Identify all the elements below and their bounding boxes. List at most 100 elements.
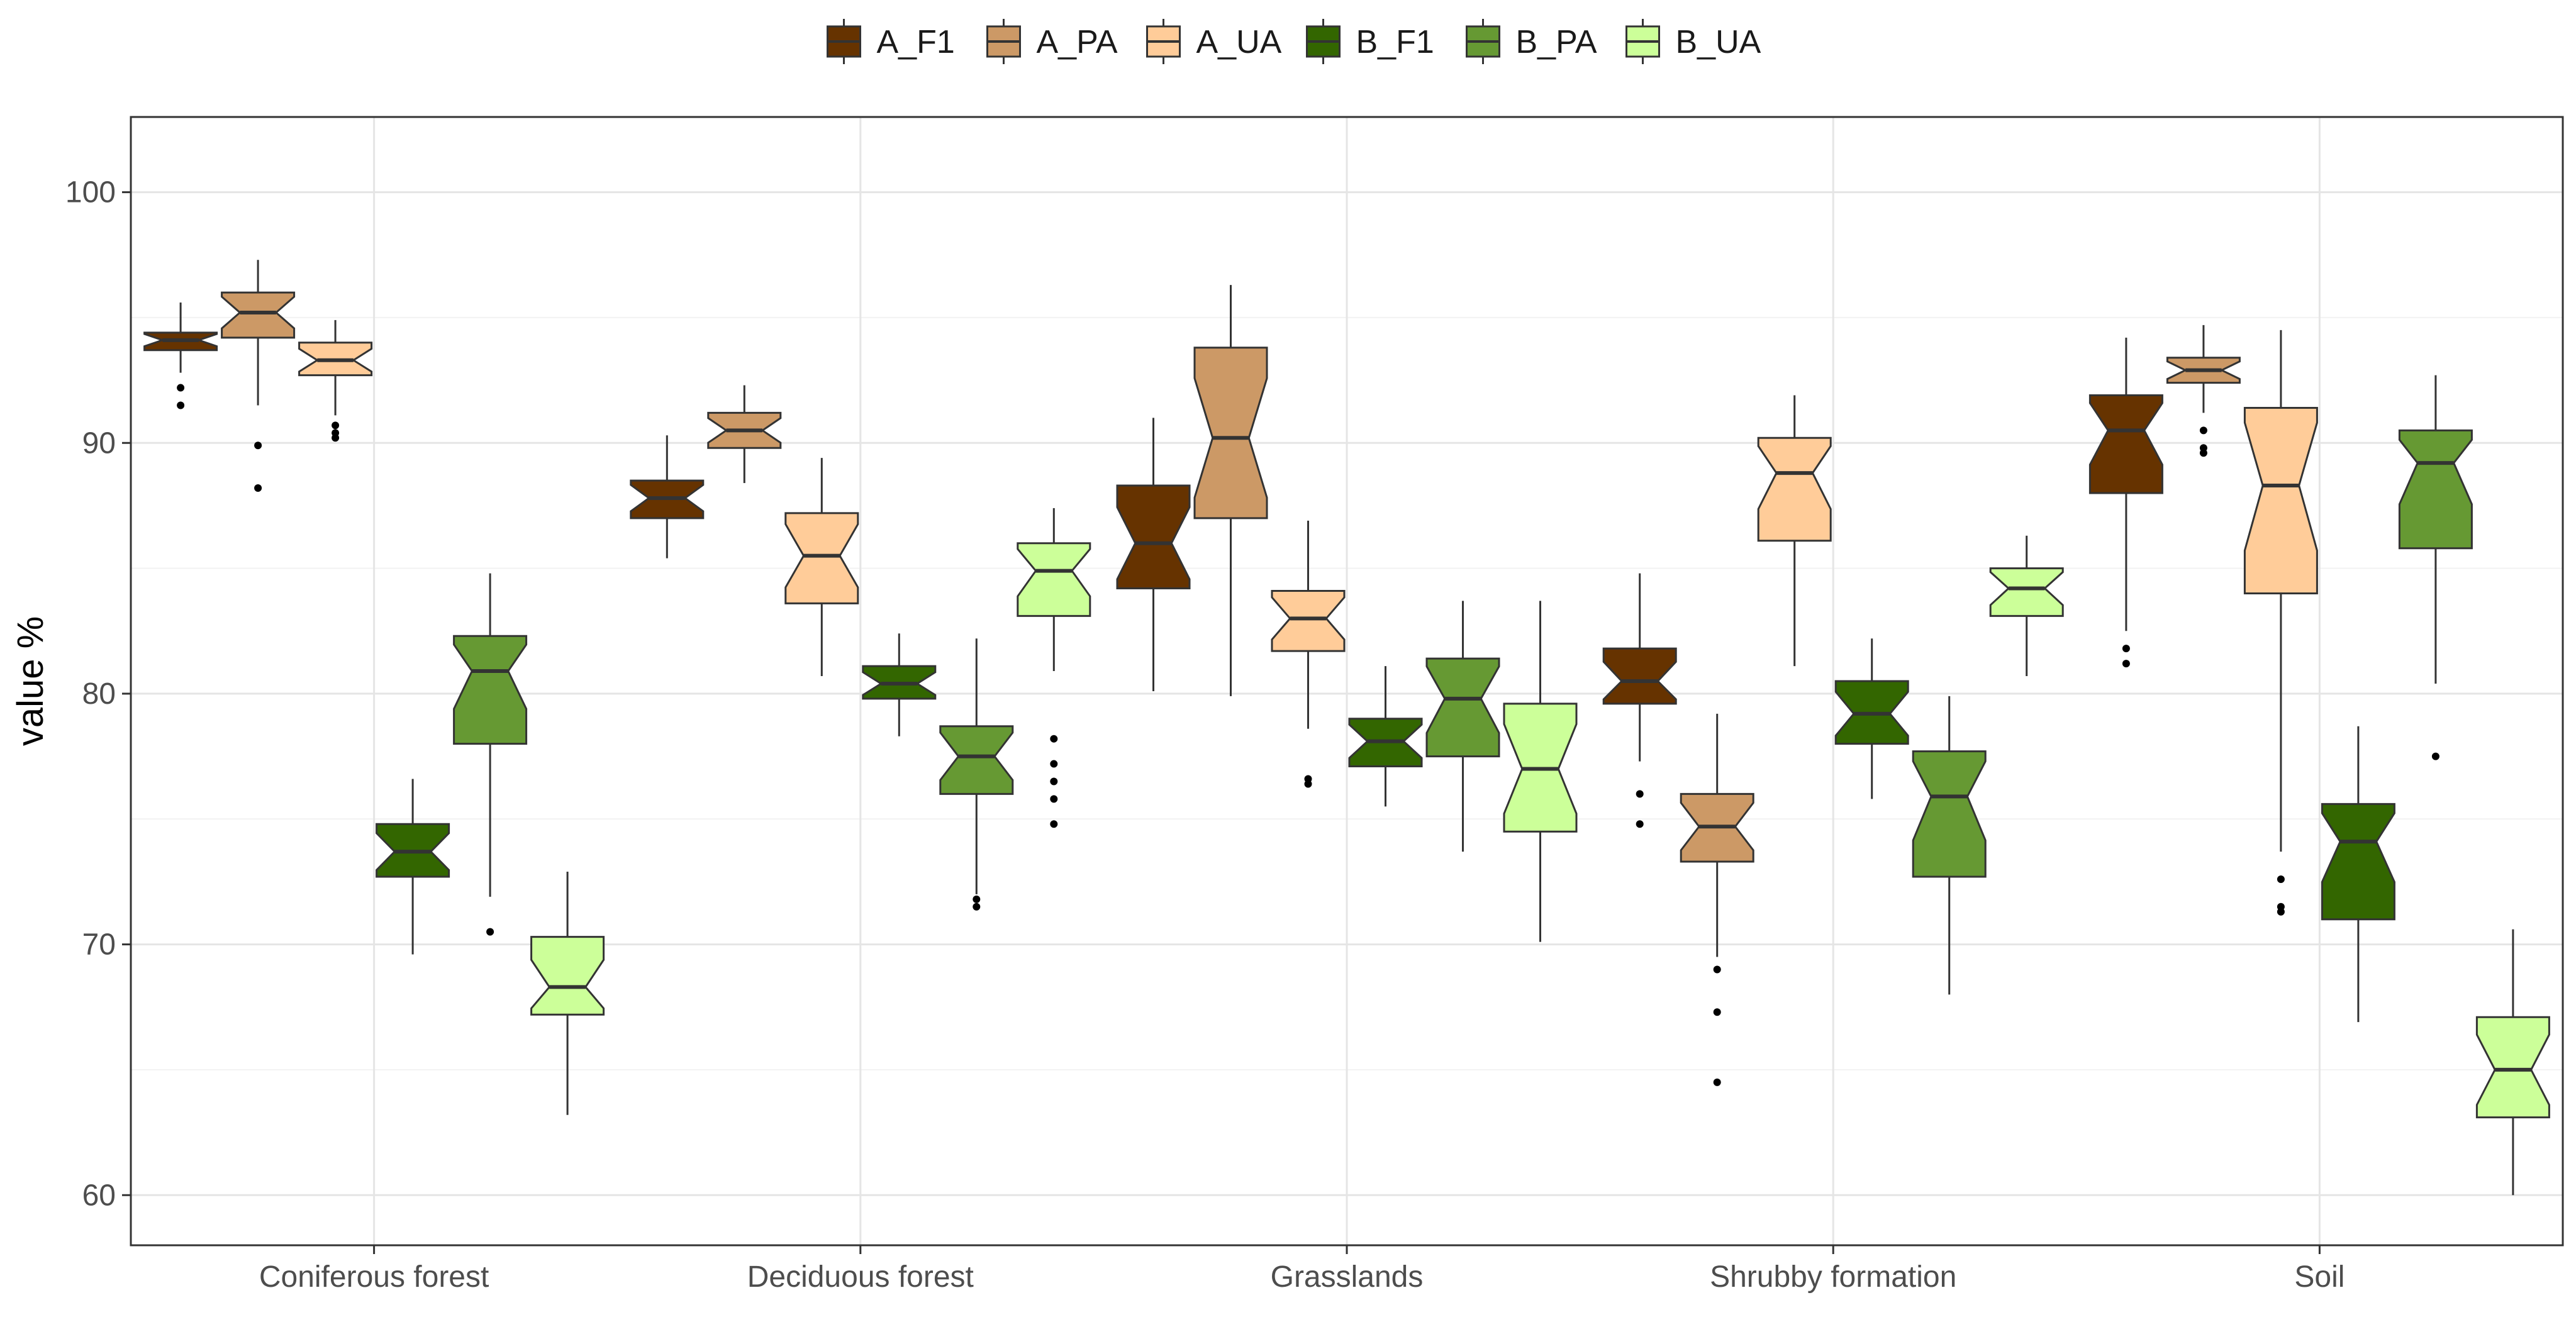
outlier-point [2122, 660, 2130, 668]
box-b-pa-deciduous-forest [939, 638, 1014, 911]
box-a-pa-deciduous-forest [707, 385, 782, 484]
legend: A_F1 A_PA A_UA B_F1 B_PA B_UA [827, 19, 1761, 64]
legend-label: A_PA [1037, 24, 1118, 60]
box-a-ua-coniferous-forest [298, 319, 373, 442]
x-tick-label-coniferous-forest: Coniferous forest [259, 1260, 489, 1294]
outlier-point [973, 895, 981, 903]
outlier-point [2431, 752, 2439, 760]
box-body [2243, 406, 2318, 594]
box-b-ua-coniferous-forest [530, 871, 605, 1115]
box-b-ua-shrubby-formation [1989, 535, 2064, 677]
box-body [2088, 394, 2163, 494]
box-b-pa-grasslands [1425, 601, 1500, 852]
outlier-point [1304, 780, 1312, 788]
outlier-point [973, 903, 981, 911]
outlier-point [332, 434, 340, 442]
legend-item-b-pa: B_PA [1466, 19, 1597, 64]
y-tick-label: 60 [82, 1179, 116, 1212]
x-tick-label-soil: Soil [2294, 1260, 2345, 1294]
box-body [1602, 647, 1677, 705]
box-body [1193, 347, 1268, 519]
y-tick-label: 80 [82, 677, 116, 711]
outlier-point [177, 401, 185, 409]
outlier-point [1050, 735, 1058, 743]
gridlines [131, 117, 2563, 1245]
box-a-pa-shrubby-formation [1680, 713, 1754, 1086]
box-b-f1-grasslands [1348, 666, 1423, 807]
box-body [1757, 436, 1832, 542]
box-body [2321, 803, 2395, 921]
outlier-point [332, 421, 340, 430]
legend-item-a-f1: A_F1 [827, 19, 955, 64]
box-body [784, 512, 859, 604]
legend-label: B_PA [1516, 24, 1597, 60]
box-a-f1-shrubby-formation [1602, 573, 1677, 828]
box-body [1116, 484, 1191, 589]
legend-item-b-f1: B_F1 [1306, 19, 1434, 64]
outlier-point [2199, 426, 2207, 435]
box-body [530, 936, 605, 1016]
y-tick-label: 70 [82, 928, 116, 962]
box-a-pa-grasslands [1193, 285, 1268, 696]
outlier-point [486, 928, 494, 936]
box-a-f1-soil [2088, 337, 2163, 668]
box-a-ua-grasslands [1271, 520, 1346, 788]
box-a-ua-deciduous-forest [784, 458, 859, 677]
box-b-ua-soil [2475, 929, 2550, 1196]
outlier-point [2122, 645, 2130, 653]
box-body [2398, 429, 2473, 550]
box-a-ua-soil [2243, 330, 2318, 916]
legend-label: A_F1 [877, 24, 955, 60]
box-a-f1-grasslands [1116, 418, 1191, 691]
outlier-point [1636, 820, 1644, 828]
outlier-point [1636, 790, 1644, 798]
outlier-point [177, 384, 185, 392]
outlier-point [2277, 908, 2285, 916]
box-body [1425, 657, 1500, 758]
box-a-ua-shrubby-formation [1757, 395, 1832, 667]
box-a-pa-coniferous-forest [221, 260, 296, 492]
box-body [1912, 750, 1987, 878]
outlier-point [1050, 777, 1058, 786]
x-tick-label-shrubby-formation: Shrubby formation [1710, 1260, 1956, 1294]
box-b-f1-deciduous-forest [862, 633, 937, 736]
box-body [1989, 567, 2064, 617]
x-tick-label-deciduous-forest: Deciduous forest [747, 1260, 974, 1294]
box-b-f1-coniferous-forest [376, 779, 450, 955]
legend-item-a-pa: A_PA [986, 19, 1118, 64]
box-body [2475, 1016, 2550, 1119]
y-tick-label: 100 [65, 176, 116, 209]
box-b-ua-deciduous-forest [1017, 508, 1091, 828]
box-body [453, 635, 528, 745]
legend-item-a-ua: A_UA [1146, 19, 1282, 64]
box-b-pa-shrubby-formation [1912, 696, 1987, 995]
outlier-point [1713, 1078, 1721, 1086]
boxplots [143, 260, 2550, 1196]
x-axis: Coniferous forest Deciduous forest Grassla… [259, 1245, 2345, 1294]
legend-label: B_F1 [1356, 24, 1434, 60]
outlier-point [1050, 820, 1058, 828]
box-a-pa-soil [2166, 325, 2241, 457]
y-axis-title: value % [10, 616, 51, 746]
outlier-point [254, 442, 262, 450]
outlier-point [1050, 795, 1058, 803]
y-tick-label: 90 [82, 426, 116, 460]
outlier-point [1050, 760, 1058, 768]
outlier-point [1713, 1008, 1721, 1016]
box-b-pa-soil [2398, 375, 2473, 760]
outlier-point [254, 484, 262, 492]
box-body [1017, 542, 1091, 617]
box-body [221, 291, 296, 339]
box-a-f1-deciduous-forest [630, 435, 705, 558]
box-a-f1-coniferous-forest [143, 303, 218, 409]
box-body [939, 725, 1014, 795]
outlier-point [2277, 875, 2285, 883]
y-axis: 60 70 80 90 100 [65, 176, 131, 1212]
legend-item-b-ua: B_UA [1625, 19, 1761, 64]
outlier-point [2199, 449, 2207, 457]
box-b-ua-grasslands [1503, 601, 1578, 942]
legend-label: B_UA [1676, 24, 1761, 60]
legend-label: A_UA [1196, 24, 1282, 60]
x-tick-label-grasslands: Grasslands [1271, 1260, 1424, 1294]
